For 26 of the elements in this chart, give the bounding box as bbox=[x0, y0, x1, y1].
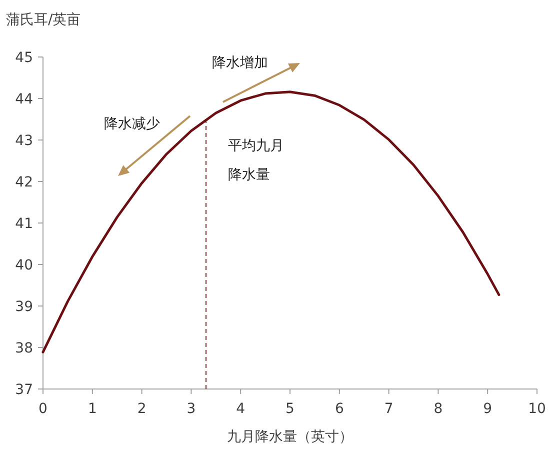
x-tick-label: 5 bbox=[286, 401, 294, 417]
x-tick-label: 6 bbox=[334, 401, 344, 417]
x-tick-label: 9 bbox=[483, 401, 492, 417]
annotation: 降水减少 bbox=[104, 116, 160, 132]
annotation: 降水增加 bbox=[212, 55, 268, 71]
y-tick-label: 44 bbox=[15, 92, 34, 108]
x-tick-label: 10 bbox=[528, 401, 546, 417]
x-tick-label: 2 bbox=[137, 401, 146, 417]
y-tick-label: 42 bbox=[15, 174, 33, 190]
x-tick-label: 0 bbox=[38, 401, 48, 417]
x-tick-label: 3 bbox=[186, 401, 196, 417]
y-tick-label: 40 bbox=[15, 258, 33, 274]
y-tick-label: 41 bbox=[15, 216, 33, 232]
y-tick-label: 45 bbox=[15, 50, 33, 66]
ref-line-label: 平均九月降水量 bbox=[228, 138, 284, 183]
y-tick-label: 39 bbox=[15, 299, 33, 315]
x-tick-label: 7 bbox=[384, 401, 394, 417]
y-axis-title: 蒲氏耳/英亩 bbox=[6, 12, 81, 28]
y-tick-label: 43 bbox=[15, 133, 33, 149]
line-series bbox=[42, 90, 500, 354]
y-tick-label: 37 bbox=[15, 382, 33, 398]
y-tick-label: 38 bbox=[15, 340, 33, 356]
x-tick-label: 8 bbox=[434, 401, 443, 417]
x-tick-label: 1 bbox=[88, 401, 97, 417]
x-tick-label: 4 bbox=[236, 401, 246, 417]
x-axis-title: 九月降水量（英寸） bbox=[227, 429, 353, 445]
